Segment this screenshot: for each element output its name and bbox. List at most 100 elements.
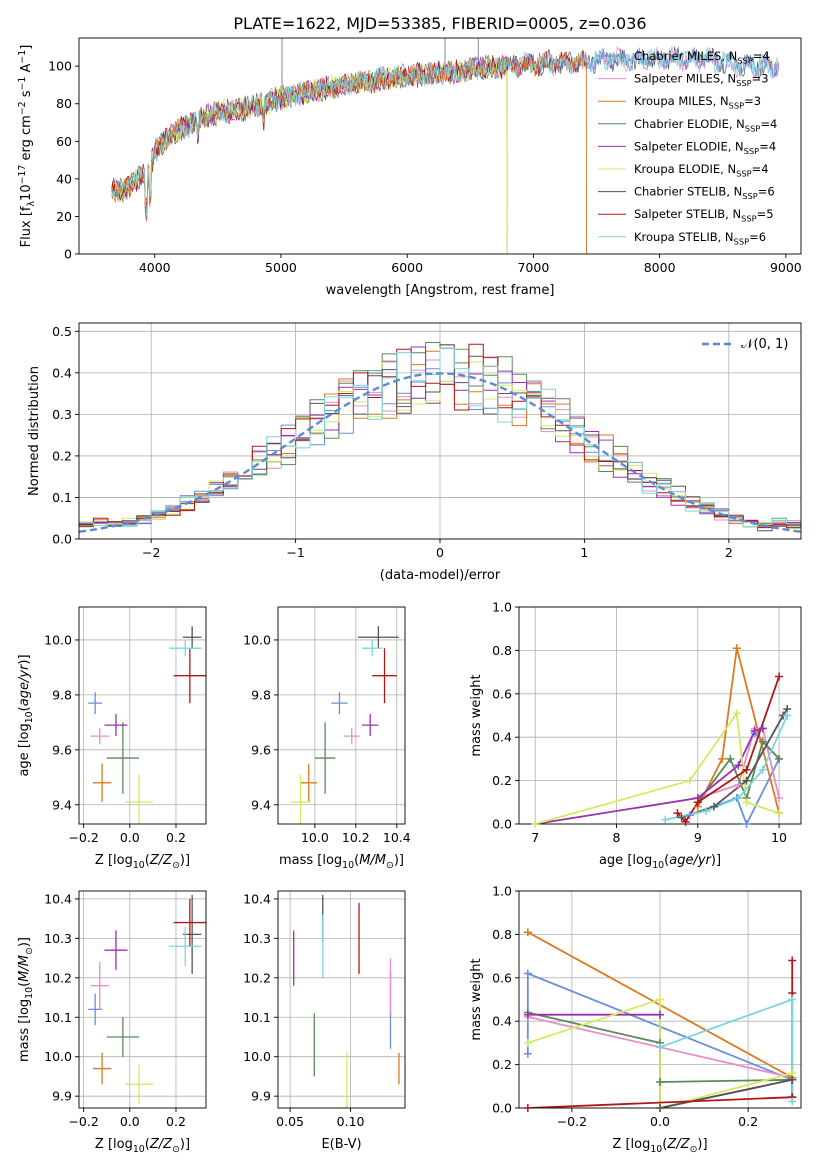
x-axis-label: mass [log10(M/M⊙)]: [279, 853, 404, 871]
weight-marker: [677, 813, 686, 822]
x-tick-label: −2: [142, 545, 160, 560]
y-axis-label: Flux [fλ10−17 erg cm−2 s−1 A−1]: [17, 45, 37, 248]
weight-marker: [788, 995, 797, 1004]
y-axis-label: Normed distribution: [27, 366, 42, 496]
weight-marker: [742, 798, 751, 807]
weight-marker: [656, 1043, 664, 1052]
weight-marker: [734, 793, 743, 802]
weight-marker: [732, 709, 741, 718]
weight_vs_age-axes: 7 8 9 10 0.0 0.2 0.4 0.6 0.8 1.0 age [log10(age/yr…: [469, 600, 802, 871]
x-tick-label: 8: [613, 830, 621, 845]
weight-marker: [693, 798, 702, 807]
weight-marker: [775, 672, 784, 681]
age_vs_Z-axes: −0.2 0.0 0.2 9.4 9.6 9.8 10.0 Z [log10(Z/Z⊙)] ag…: [17, 606, 207, 871]
x-tick-label: −0.2: [68, 830, 98, 845]
residuals-axes: −2 −1 0 1 2 0.0 0.1 0.2 0.3 0.4 0.5 𝒩(0, 1) (data-mo…: [27, 322, 802, 583]
weight-marker: [523, 1038, 532, 1047]
x-tick-label: 9000: [770, 260, 802, 275]
y-tick-label: 20: [56, 209, 72, 224]
x-tick-label: 0.0: [120, 830, 140, 845]
weight-marker: [673, 809, 682, 818]
x-tick-label: 0.0: [120, 1114, 140, 1129]
x-tick-label: 2: [725, 545, 733, 560]
weight-marker: [775, 809, 784, 818]
spectrum-line: [111, 54, 508, 254]
y-tick-label: 9.9: [251, 1089, 271, 1104]
weight-marker: [523, 969, 532, 978]
age_vs_mass-axes: 10.0 10.2 10.4 9.4 9.6 9.8 10.0 mass [log10(M/M…: [243, 606, 411, 871]
y-tick-label: 0.4: [492, 1014, 512, 1029]
weight-marker: [788, 1075, 797, 1084]
weight-marker: [685, 776, 694, 785]
x-axis-label: Z [log10(Z/Z⊙)]: [95, 1137, 190, 1155]
mass_vs_ebv-axes: 0.05 0.10 9.9 10.0 10.1 10.2 10.3 10.4 E(B-V): [243, 890, 406, 1152]
legend-entry: Chabrier ELODIE, NSSP=4: [634, 117, 777, 133]
spectrum-line: [111, 52, 587, 254]
x-tick-label: 0.2: [166, 830, 186, 845]
weight-marker: [788, 956, 797, 965]
y-tick-label: 0.4: [492, 730, 512, 745]
weight-marker: [788, 1097, 797, 1106]
weight-marker: [523, 1104, 532, 1112]
x-tick-label: 4000: [139, 260, 171, 275]
x-tick-label: 10: [771, 830, 787, 845]
y-tick-label: 9.6: [251, 742, 271, 757]
mass_vs_Z-axes: −0.2 0.0 0.2 9.9 10.0 10.1 10.2 10.3 10.4 Z [log1…: [17, 890, 207, 1155]
y-tick-label: 0.0: [492, 817, 512, 832]
weight-marker: [775, 754, 784, 763]
axes-frame: [277, 890, 406, 1109]
axes-frame: [277, 606, 406, 825]
x-tick-label: 10.4: [383, 830, 411, 845]
x-tick-label: −0.2: [68, 1114, 98, 1129]
y-tick-label: 0.6: [492, 686, 512, 701]
weight-marker: [656, 1104, 664, 1112]
y-tick-label: 10.0: [44, 1049, 72, 1064]
y-tick-label: 10.0: [243, 1049, 271, 1064]
y-tick-label: 10.0: [44, 632, 72, 647]
plot-area: [111, 38, 780, 254]
x-tick-label: 0.0: [650, 1114, 670, 1129]
y-tick-label: 0.3: [52, 407, 72, 422]
x-tick-label: 0.05: [276, 1114, 304, 1129]
y-axis-label: mass weight: [469, 674, 484, 756]
weight-marker: [783, 711, 792, 720]
weight-marker: [734, 761, 743, 770]
legend-entry: Chabrier STELIB, NSSP=6: [634, 185, 775, 201]
normal-curve: [79, 372, 801, 533]
spectrum-line: [111, 47, 780, 219]
weight-marker: [523, 1049, 532, 1058]
weight-marker: [732, 644, 741, 653]
x-axis-label: E(B-V): [321, 1137, 361, 1152]
y-tick-label: 9.9: [52, 1089, 72, 1104]
weight-marker: [726, 754, 735, 763]
y-tick-label: 0.0: [52, 532, 72, 547]
axes-frame: [518, 606, 802, 825]
weight-marker: [656, 995, 664, 1004]
x-axis-label: wavelength [Angstrom, rest frame]: [326, 283, 555, 298]
x-tick-label: 0.2: [738, 1114, 758, 1129]
weight-marker: [742, 776, 751, 785]
plot-area: [526, 931, 794, 1108]
weight-line: [527, 998, 793, 1108]
y-tick-label: 0.8: [492, 643, 512, 658]
y-tick-label: 40: [56, 171, 72, 186]
weight-line: [535, 710, 780, 824]
spectrum-axes: 4000 5000 6000 7000 8000 9000 0 20 40 60 80 100 Chab…: [17, 37, 802, 298]
weight-marker: [656, 1077, 664, 1086]
y-tick-label: 10.4: [44, 891, 72, 906]
legend-entry: Kroupa ELODIE, NSSP=4: [634, 162, 769, 178]
plot-area: [293, 894, 400, 1108]
y-tick-label: 10.2: [44, 970, 72, 985]
weight-marker: [710, 802, 719, 811]
x-tick-label: −1: [286, 545, 304, 560]
weight-marker: [758, 724, 767, 733]
axes-frame: [78, 890, 207, 1109]
x-axis-label: Z [log10(Z/Z⊙)]: [612, 1137, 707, 1155]
y-tick-label: 0.4: [52, 365, 72, 380]
legend-entry: Salpeter MILES, NSSP=3: [634, 72, 769, 88]
histogram-series: [79, 347, 801, 528]
legend-entry: Kroupa STELIB, NSSP=6: [634, 230, 766, 246]
x-tick-label: 6000: [391, 260, 423, 275]
y-axis-label: mass weight: [469, 958, 484, 1040]
y-tick-label: 10.3: [243, 931, 271, 946]
